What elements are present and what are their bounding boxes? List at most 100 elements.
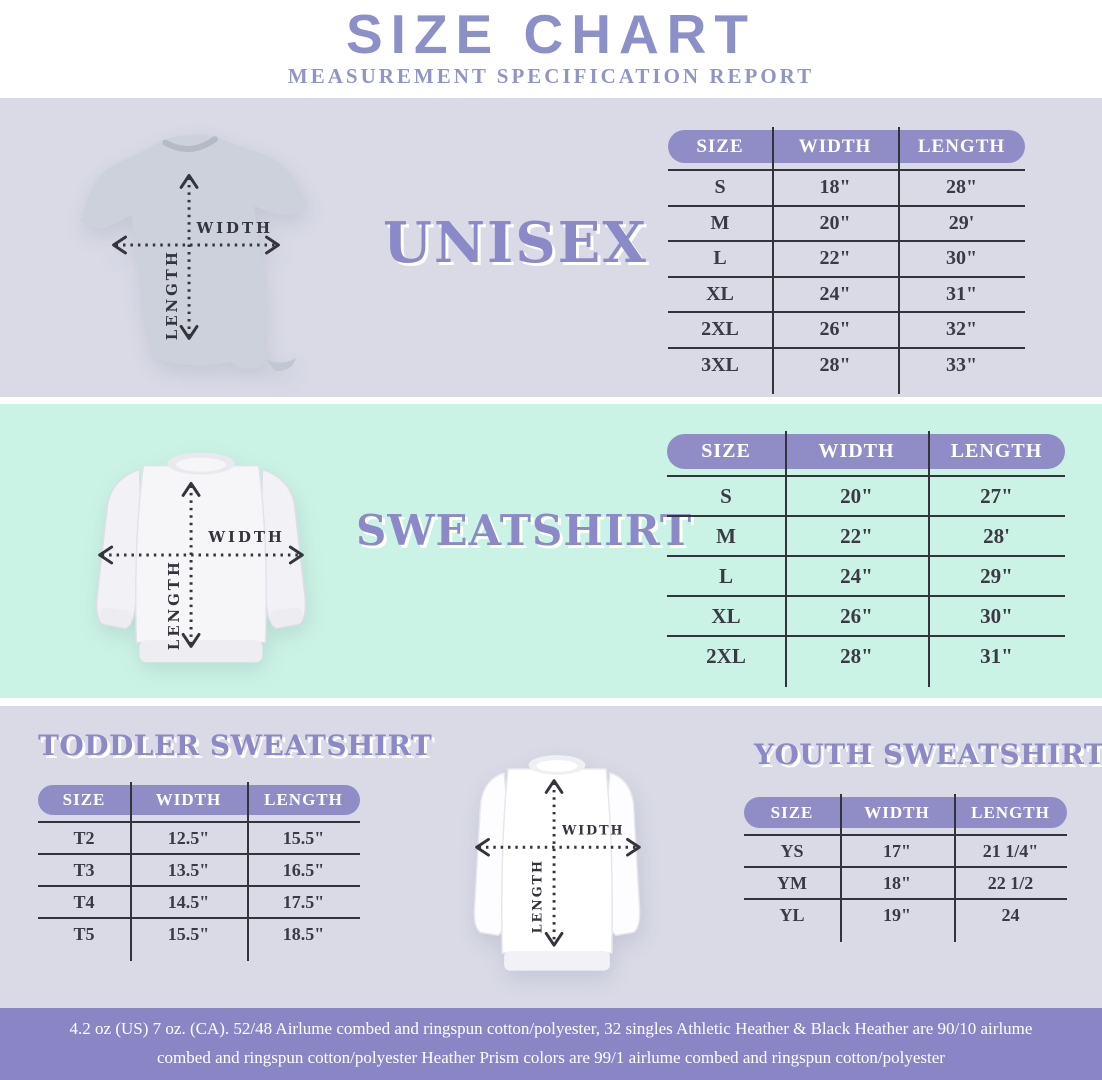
tshirt-knot-tail [266,357,296,371]
youth-size-table: SIZE WIDTH LENGTH YS 17" 21 1/4" YM 18" … [744,794,1067,942]
tshirt-knot [230,344,270,369]
cell-length: 33" [945,353,978,376]
cell-size: 2XL [706,643,746,668]
cell-size: M [716,523,736,548]
cell-size: T2 [73,827,95,848]
table-row: YL 19" 24 [744,898,1067,930]
tshirt-image: WIDTH LENGTH [80,134,308,371]
col-header-size: SIZE [62,790,106,809]
sweatshirt-size-table: SIZE WIDTH LENGTH S 20" 27" M 22" 28' L … [667,431,1065,687]
cell-width: 28" [819,353,851,376]
column-divider [898,127,900,394]
col-header-size: SIZE [696,135,744,157]
cell-size: 2XL [701,318,739,341]
cell-width: 18" [883,872,911,893]
table-row: XL 24" 31" [668,275,1025,312]
cell-width: 22" [819,247,851,270]
table-row: S 18" 28" [668,169,1025,205]
cell-length: 30" [980,603,1013,628]
cell-length: 27" [980,483,1013,508]
table-body: T2 12.5" 15.5" T3 13.5" 16.5" T4 14.5" 1… [38,821,360,949]
cell-length: 30" [945,247,978,270]
kids-collar-inner [536,760,578,772]
cell-width: 28" [840,643,873,668]
column-divider [772,127,774,394]
page-title: SIZE CHART [346,3,756,65]
table-row: L 22" 30" [668,240,1025,276]
table-row: T5 15.5" 18.5" [38,917,360,949]
toddler-title: TODDLER SWEATSHIRT [38,729,433,762]
column-divider [928,431,930,687]
cell-size: L [718,563,733,588]
col-header-length: LENGTH [950,440,1043,462]
table-header-row: SIZE WIDTH LENGTH [38,785,360,815]
header: SIZE CHART MEASUREMENT SPECIFICATION REP… [0,0,1102,98]
sweatshirt-left-sleeve [95,468,143,630]
sweatshirt-measure-arrows: WIDTH LENGTH [98,482,304,650]
sweatshirt-right-cuff [270,607,303,627]
cell-size: YL [779,904,805,925]
table-row: T4 14.5" 17.5" [38,885,360,917]
cell-width: 13.5" [167,859,210,880]
sweatshirt-left-cuff [99,607,132,627]
cell-width: 26" [819,318,851,341]
cell-length: 32" [945,318,978,341]
cell-length: 18.5" [282,923,325,944]
cell-length: 16.5" [282,859,325,880]
cell-width: 26" [840,603,873,628]
sweatshirt-collar-inner [176,457,226,472]
fabric-description: 4.2 oz (US) 7 oz. (CA). 52/48 Airlume co… [69,1019,1033,1067]
cell-width: 15.5" [167,923,210,944]
col-header-length: LENGTH [971,802,1050,822]
cell-length: 28" [945,176,978,199]
cell-size: 3XL [701,353,739,376]
cell-length: 15.5" [282,827,325,848]
cell-size: XL [711,603,741,628]
col-header-width: WIDTH [798,135,872,157]
cell-width: 12.5" [167,827,210,848]
col-header-length: LENGTH [917,135,1006,157]
cell-width: 14.5" [167,891,210,912]
cell-length: 28' [983,523,1010,548]
tshirt-measure-arrows: WIDTH LENGTH [112,174,280,340]
column-divider [247,782,249,961]
length-label: LENGTH [165,559,183,650]
table-row: L 24" 29" [667,555,1065,595]
tshirt-body [80,134,308,366]
sweatshirt-title: SWEATSHIRT [356,506,693,555]
cell-length: 24 [1001,904,1020,925]
cell-length: 31" [980,643,1013,668]
cell-width: 18" [819,176,851,199]
cell-size: YM [777,872,807,893]
cell-size: YS [780,840,804,861]
table-body: YS 17" 21 1/4" YM 18" 22 1/2 YL 19" 24 [744,834,1067,930]
table-row: T2 12.5" 15.5" [38,821,360,853]
column-divider [954,794,956,942]
cell-width: 24" [840,563,873,588]
cell-length: 17.5" [282,891,325,912]
sweatshirt-image: WIDTH LENGTH [95,452,307,663]
table-header-row: SIZE WIDTH LENGTH [744,797,1067,828]
table-row: 3XL 28" 33" [668,346,1025,383]
col-header-length: LENGTH [264,790,343,809]
cell-length: 31" [945,282,978,305]
cell-width: 20" [819,211,851,234]
kids-waistband [504,951,610,971]
table-body: S 20" 27" M 22" 28' L 24" 29" XL 26" 30"… [667,475,1065,675]
cell-length: 21 1/4" [982,840,1039,861]
column-divider [130,782,132,961]
sweatshirt-right-sleeve [259,468,307,630]
cell-size: L [713,247,727,270]
page-subtitle: MEASUREMENT SPECIFICATION REPORT [287,64,815,88]
col-header-size: SIZE [770,802,814,822]
table-row: YS 17" 21 1/4" [744,834,1067,866]
width-label: WIDTH [195,219,273,237]
col-header-width: WIDTH [155,790,222,809]
toddler-size-table: SIZE WIDTH LENGTH T2 12.5" 15.5" T3 13.5… [38,782,360,961]
table-row: YM 18" 22 1/2 [744,866,1067,898]
cell-width: 20" [840,483,873,508]
table-row: M 22" 28' [667,515,1065,555]
cell-size: S [720,483,732,508]
unisex-size-table: SIZE WIDTH LENGTH S 18" 28" M 20" 29' L … [668,127,1025,394]
column-divider [785,431,787,687]
